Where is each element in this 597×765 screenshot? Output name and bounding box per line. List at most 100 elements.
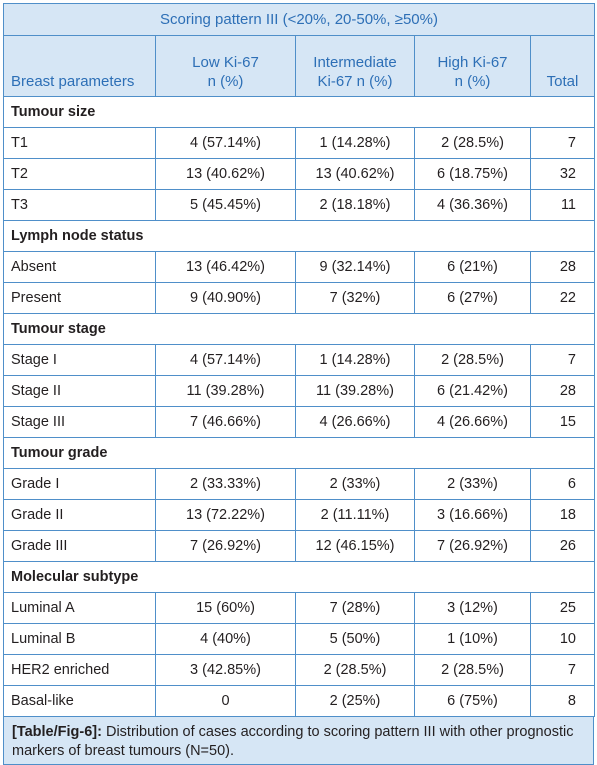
table-cell: 9 (40.90%) (155, 282, 296, 314)
row-label: Luminal B (3, 623, 156, 655)
section-header-row: Tumour stage (3, 313, 595, 345)
table-cell: 2 (28.5%) (414, 344, 531, 376)
table-row: T1 4 (57.14%) 1 (14.28%) 2 (28.5%) 7 (3, 127, 595, 159)
table-title-row: Scoring pattern III (<20%, 20-50%, ≥50%) (3, 3, 595, 36)
table-cell: 6 (75%) (414, 685, 531, 717)
table-row: Grade III 7 (26.92%) 12 (46.15%) 7 (26.92%)… (3, 530, 595, 562)
section-header: Tumour grade (3, 437, 595, 469)
section-header: Tumour size (3, 96, 595, 128)
table-cell: 9 (32.14%) (295, 251, 415, 283)
row-label: Luminal A (3, 592, 156, 624)
table-cell: 12 (46.15%) (295, 530, 415, 562)
table-cell: 2 (33.33%) (155, 468, 296, 500)
table-cell: 2 (28.5%) (295, 654, 415, 686)
table-cell: 2 (28.5%) (414, 127, 531, 159)
table-cell: 4 (57.14%) (155, 344, 296, 376)
section-header: Molecular subtype (3, 561, 595, 593)
section-header: Tumour stage (3, 313, 595, 345)
row-label: Stage II (3, 375, 156, 407)
row-label: Basal-like (3, 685, 156, 717)
row-label: Grade I (3, 468, 156, 500)
table-row: Stage II 11 (39.28%) 11 (39.28%) 6 (21.42%)… (3, 375, 595, 407)
section-header-row: Lymph node status (3, 220, 595, 252)
table-cell: 7 (530, 344, 595, 376)
table-cell: 3 (12%) (414, 592, 531, 624)
table-cell: 13 (46.42%) (155, 251, 296, 283)
caption-label: [Table/Fig-6]: (12, 724, 102, 740)
table-cell: 6 (18.75%) (414, 158, 531, 190)
table-row: T2 13 (40.62%) 13 (40.62%) 6 (18.75%) 32 (3, 158, 595, 190)
column-header: High Ki-67 n (%) (414, 35, 531, 97)
row-label: T3 (3, 189, 156, 221)
row-label: HER2 enriched (3, 654, 156, 686)
table-cell: 18 (530, 499, 595, 531)
section-header-row: Tumour size (3, 96, 595, 128)
table-row: Basal-like 0 2 (25%) 6 (75%) 8 (3, 685, 595, 717)
table-cell: 7 (26.92%) (155, 530, 296, 562)
table-cell: 11 (39.28%) (295, 375, 415, 407)
table-title: Scoring pattern III (<20%, 20-50%, ≥50%) (3, 3, 595, 36)
table-cell: 3 (42.85%) (155, 654, 296, 686)
table-cell: 2 (33%) (414, 468, 531, 500)
row-label: Present (3, 282, 156, 314)
table-row: HER2 enriched 3 (42.85%) 2 (28.5%) 2 (28.5%… (3, 654, 595, 686)
row-label: Stage I (3, 344, 156, 376)
table-cell: 6 (21.42%) (414, 375, 531, 407)
table-cell: 15 (60%) (155, 592, 296, 624)
table-cell: 15 (530, 406, 595, 438)
row-label: T1 (3, 127, 156, 159)
table-cell: 7 (530, 654, 595, 686)
table-cell: 1 (14.28%) (295, 127, 415, 159)
table-cell: 13 (72.22%) (155, 499, 296, 531)
table-cell: 7 (26.92%) (414, 530, 531, 562)
table-body: Tumour size T1 4 (57.14%) 1 (14.28%) 2 (28.5… (3, 96, 595, 717)
table-cell: 2 (25%) (295, 685, 415, 717)
table-cell: 2 (28.5%) (414, 654, 531, 686)
data-table: Scoring pattern III (<20%, 20-50%, ≥50%)… (3, 3, 595, 717)
table-cell: 2 (11.11%) (295, 499, 415, 531)
table-cell: 32 (530, 158, 595, 190)
table-cell: 4 (26.66%) (295, 406, 415, 438)
row-label: T2 (3, 158, 156, 190)
table-cell: 7 (28%) (295, 592, 415, 624)
section-header-row: Molecular subtype (3, 561, 595, 593)
table-cell: 7 (46.66%) (155, 406, 296, 438)
row-label: Absent (3, 251, 156, 283)
table-row: Luminal A 15 (60%) 7 (28%) 3 (12%) 25 (3, 592, 595, 624)
table-cell: 25 (530, 592, 595, 624)
table-cell: 13 (40.62%) (155, 158, 296, 190)
table-caption: [Table/Fig-6]: Distribution of cases acc… (3, 717, 594, 765)
table-cell: 11 (39.28%) (155, 375, 296, 407)
table-cell: 6 (21%) (414, 251, 531, 283)
table-row: Grade II 13 (72.22%) 2 (11.11%) 3 (16.66%) 1… (3, 499, 595, 531)
table-cell: 5 (50%) (295, 623, 415, 655)
table-cell: 13 (40.62%) (295, 158, 415, 190)
table-cell: 28 (530, 375, 595, 407)
table-cell: 4 (40%) (155, 623, 296, 655)
table-cell: 2 (18.18%) (295, 189, 415, 221)
table-cell: 8 (530, 685, 595, 717)
column-header: Low Ki-67 n (%) (155, 35, 296, 97)
table-row: Stage III 7 (46.66%) 4 (26.66%) 4 (26.66%) 1… (3, 406, 595, 438)
table-cell: 26 (530, 530, 595, 562)
table-cell: 2 (33%) (295, 468, 415, 500)
table-cell: 4 (36.36%) (414, 189, 531, 221)
table-cell: 7 (530, 127, 595, 159)
table-cell: 6 (530, 468, 595, 500)
column-header: Intermediate Ki-67 n (%) (295, 35, 415, 97)
table-row: T3 5 (45.45%) 2 (18.18%) 4 (36.36%) 11 (3, 189, 595, 221)
table-cell: 1 (10%) (414, 623, 531, 655)
row-label: Grade III (3, 530, 156, 562)
table-cell: 0 (155, 685, 296, 717)
column-header-row: Breast parameters Low Ki-67 n (%) Interm… (3, 35, 595, 97)
table-row: Present 9 (40.90%) 7 (32%) 6 (27%) 22 (3, 282, 595, 314)
row-label: Stage III (3, 406, 156, 438)
table-cell: 4 (26.66%) (414, 406, 531, 438)
row-label: Grade II (3, 499, 156, 531)
section-header: Lymph node status (3, 220, 595, 252)
table-row: Absent 13 (46.42%) 9 (32.14%) 6 (21%) 28 (3, 251, 595, 283)
table-cell: 4 (57.14%) (155, 127, 296, 159)
